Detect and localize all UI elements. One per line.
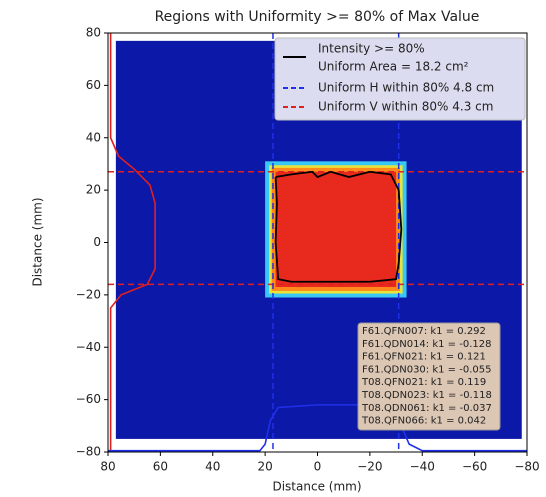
y-tick-label: −60 bbox=[76, 392, 101, 406]
annotation-line: T08.QFN066: k1 = 0.042 bbox=[361, 416, 486, 427]
series-line bbox=[109, 33, 156, 452]
x-axis-label: Distance (mm) bbox=[272, 480, 361, 494]
legend-box bbox=[274, 37, 526, 121]
x-tick-label: −40 bbox=[410, 460, 435, 474]
x-tick-label: 60 bbox=[153, 460, 168, 474]
annotation-line: F61.QDN014: k1 = -0.128 bbox=[362, 339, 491, 350]
x-tick-label: 80 bbox=[100, 460, 115, 474]
heatmap-cell bbox=[275, 171, 397, 288]
y-tick-label: 80 bbox=[86, 26, 101, 40]
legend-label: Uniform V within 80% 4.3 cm bbox=[318, 100, 493, 114]
chart-title: Regions with Uniformity >= 80% of Max Va… bbox=[155, 9, 480, 25]
y-tick-label: −20 bbox=[76, 287, 101, 301]
x-tick-label: 0 bbox=[314, 460, 322, 474]
x-tick-label: −80 bbox=[514, 460, 539, 474]
y-tick-label: −40 bbox=[76, 340, 101, 354]
y-tick-label: −80 bbox=[76, 445, 101, 459]
annotation-line: F61.QFN007: k1 = 0.292 bbox=[362, 326, 486, 337]
annotation-line: F61.QFN021: k1 = 0.121 bbox=[362, 352, 486, 363]
y-tick-label: 0 bbox=[93, 235, 101, 249]
annotation-box bbox=[357, 322, 501, 431]
annotation-line: T08.QDN061: k1 = -0.037 bbox=[361, 403, 492, 414]
y-tick-label: 60 bbox=[86, 78, 101, 92]
y-tick-label: 40 bbox=[86, 130, 101, 144]
annotation-line: T08.QFN021: k1 = 0.119 bbox=[361, 377, 486, 388]
legend-label: Uniform H within 80% 4.8 cm bbox=[318, 81, 494, 95]
x-tick-label: 20 bbox=[257, 460, 272, 474]
x-tick-label: −20 bbox=[357, 460, 382, 474]
y-axis-label: Distance (mm) bbox=[31, 197, 45, 286]
annotation-line: T08.QDN023: k1 = -0.118 bbox=[361, 390, 492, 401]
annotation-line: F61.QDN030: k1 = -0.055 bbox=[362, 364, 491, 375]
series-line bbox=[108, 404, 527, 452]
x-tick-label: −60 bbox=[462, 460, 487, 474]
series-line bbox=[274, 170, 403, 283]
legend-label: Intensity >= 80% bbox=[318, 42, 425, 56]
x-tick-label: 40 bbox=[205, 460, 220, 474]
y-tick-label: 20 bbox=[86, 183, 101, 197]
legend-note: Uniform Area = 18.2 cm² bbox=[318, 60, 469, 74]
